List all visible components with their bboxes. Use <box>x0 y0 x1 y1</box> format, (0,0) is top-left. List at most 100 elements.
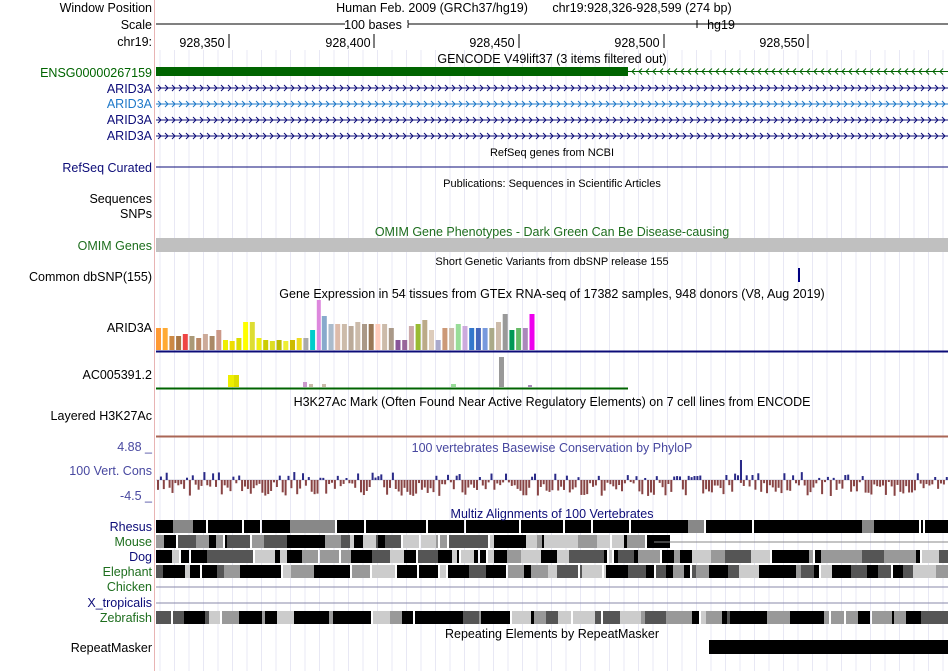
species-label-xtropicalis[interactable]: X_tropicalis <box>87 596 152 610</box>
track-label-h3k27ac[interactable]: Layered H3K27Ac <box>50 409 152 423</box>
track-label-repeatmasker[interactable]: RepeatMasker <box>70 641 152 655</box>
strand-arrow <box>787 132 792 140</box>
track-label-arid3a-1[interactable]: ARID3A <box>106 82 152 96</box>
phylop-positive-bar <box>751 475 754 480</box>
multiz-alignment-block <box>196 535 209 548</box>
strand-arrow <box>654 84 659 92</box>
track-label-gtex-arid3a[interactable]: ARID3A <box>106 321 152 335</box>
strand-arrow <box>780 100 785 108</box>
phylop-negative-bar <box>325 480 328 494</box>
multiz-alignment-block <box>940 611 948 624</box>
strand-arrow <box>206 84 211 92</box>
phylop-negative-bar <box>270 480 273 491</box>
strand-arrow <box>290 100 295 108</box>
phylop-negative-bar <box>400 480 403 496</box>
track-label-snps[interactable]: SNPs <box>120 207 152 221</box>
track-label-gtex-ac005391[interactable]: AC005391.2 <box>82 368 152 382</box>
strand-arrow <box>178 132 183 140</box>
phylop-negative-bar <box>835 480 838 490</box>
strand-arrow <box>813 68 818 75</box>
strand-arrow <box>738 84 743 92</box>
species-label-elephant[interactable]: Elephant <box>102 565 152 579</box>
gtex-ac005391-bar <box>234 375 239 387</box>
strand-arrow <box>486 132 491 140</box>
strand-arrow <box>920 100 925 108</box>
track-label-refseq[interactable]: RefSeq Curated <box>62 161 152 175</box>
multiz-alignment-block <box>366 520 385 533</box>
strand-arrow <box>759 132 764 140</box>
multiz-alignment-block <box>574 565 578 578</box>
species-label-dog[interactable]: Dog <box>129 550 152 564</box>
species-label-rhesus[interactable]: Rhesus <box>109 520 152 534</box>
strand-arrow <box>815 100 820 108</box>
multiz-alignment-block <box>397 565 417 578</box>
multiz-alignment-block <box>903 565 913 578</box>
multiz-alignment-block <box>925 520 937 533</box>
strand-arrow <box>164 84 169 92</box>
multiz-alignment-block <box>701 611 706 624</box>
strand-arrow <box>395 132 400 140</box>
track-label-arid3a-4[interactable]: ARID3A <box>106 129 152 143</box>
strand-arrow <box>941 100 946 108</box>
phylop-negative-bar <box>496 480 499 484</box>
phylop-positive-bar <box>635 476 638 480</box>
multiz-alignment-block <box>557 565 574 578</box>
phylop-negative-bar <box>623 480 626 484</box>
multiz-alignment-block <box>309 535 325 548</box>
species-label-mouse[interactable]: Mouse <box>114 535 152 549</box>
phylop-negative-bar <box>516 480 519 489</box>
track-label-ensg[interactable]: ENSG00000267159 <box>40 66 152 80</box>
strand-arrow <box>213 100 218 108</box>
strand-arrow <box>771 68 776 75</box>
strand-arrow <box>794 116 799 124</box>
track-label-phylop[interactable]: 100 Vert. Cons <box>69 464 152 478</box>
strand-arrow <box>612 116 617 124</box>
strand-arrow <box>269 84 274 92</box>
strand-arrow <box>514 100 519 108</box>
multiz-alignment-block <box>548 565 557 578</box>
gtex-arid3a-bar <box>162 328 168 350</box>
gtex-arid3a-bar <box>156 328 161 350</box>
species-label-zebrafish[interactable]: Zebrafish <box>99 611 152 625</box>
phylop-positive-bar <box>505 473 507 480</box>
strand-arrow <box>276 84 281 92</box>
multiz-alignment-block <box>673 565 684 578</box>
multiz-alignment-block <box>479 611 481 624</box>
strand-arrow <box>913 132 918 140</box>
species-label-chicken[interactable]: Chicken <box>106 580 152 594</box>
gencode-track-title: GENCODE V49lift37 (3 items filtered out) <box>437 52 667 66</box>
strand-arrow <box>876 68 881 75</box>
multiz-alignment-block <box>627 535 645 548</box>
multiz-alignment-block <box>466 520 470 533</box>
multiz-alignment-block <box>281 520 290 533</box>
strand-arrow <box>638 68 643 75</box>
strand-arrow <box>213 116 218 124</box>
track-label-arid3a-3[interactable]: ARID3A <box>106 113 152 127</box>
phylop-negative-bar <box>180 480 183 485</box>
strand-arrow <box>332 116 337 124</box>
track-label-dbsnp[interactable]: Common dbSNP(155) <box>29 270 152 284</box>
phylop-negative-bar <box>684 480 687 496</box>
strand-arrow <box>654 100 659 108</box>
track-label-omim[interactable]: OMIM Genes <box>77 239 152 253</box>
multiz-alignment-block <box>921 611 940 624</box>
phylop-negative-bar <box>249 480 252 494</box>
phylop-negative-bar <box>777 480 780 488</box>
phylop-negative-bar <box>284 480 287 496</box>
phylop-negative-bar <box>470 480 473 485</box>
strand-arrow <box>773 116 778 124</box>
multiz-alignment-block <box>275 550 280 563</box>
multiz-alignment-block <box>603 611 620 624</box>
multiz-alignment-block <box>724 520 738 533</box>
strand-arrow <box>829 100 834 108</box>
track-label-arid3a-2[interactable]: ARID3A <box>106 97 152 111</box>
multiz-alignment-block <box>679 611 692 624</box>
strand-arrow <box>612 100 617 108</box>
multiz-alignment-block <box>494 535 514 548</box>
track-label-sequences[interactable]: Sequences <box>89 192 152 206</box>
gtex-ac005391-bar <box>499 357 504 387</box>
phylop-negative-bar <box>206 480 209 486</box>
strand-arrow <box>234 84 239 92</box>
multiz-alignment-block <box>390 611 402 624</box>
